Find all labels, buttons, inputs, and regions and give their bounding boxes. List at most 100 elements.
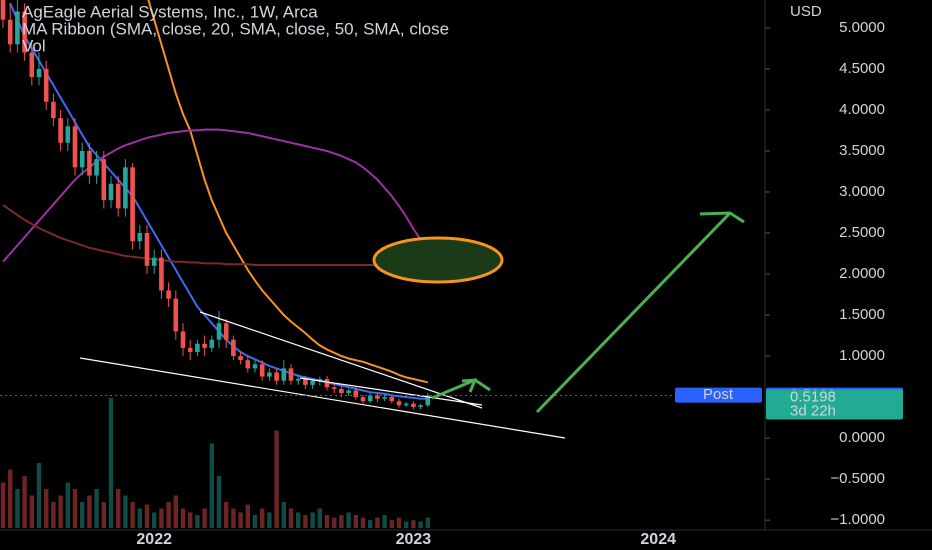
candle-body [295,379,301,381]
candle-body [137,233,143,242]
legend-title: AgEagle Aerial Systems, Inc., 1W, Arca [22,2,318,21]
candle-body [65,126,71,143]
y-tick-label: −1.0000 [830,511,885,528]
volume-bar [116,489,121,528]
volume-bar [108,398,114,528]
candle-body [418,405,423,407]
candle-body [281,368,287,381]
candle-body [425,395,431,406]
candle-body [7,19,13,45]
volume-bar [87,495,92,528]
volume-bar [303,515,308,528]
candle-body [375,395,380,399]
x-tick-label: 2024 [640,531,676,548]
volume-bar [188,512,193,528]
candle-body [288,368,294,381]
candle-body [216,323,222,340]
arrow-large [535,211,732,414]
volume-bar [281,502,286,528]
last-price-tag [766,389,903,420]
y-tick-label: 4.5000 [839,60,885,77]
candle-body [360,397,366,402]
volume-bar [130,502,135,528]
candle-body [209,339,215,348]
post-tag-label: Post [703,386,734,403]
candle-body [166,290,171,299]
volume-bar [346,512,351,528]
arrow-head [461,378,478,393]
candle-body [108,183,114,201]
candle-body [346,390,351,393]
volume-bar [29,495,34,528]
volume-bar [0,482,6,528]
volume-bar [368,520,373,528]
candle-body [267,372,272,377]
currency-label: USD [790,3,822,20]
volume-bar [144,504,150,528]
candle-body [245,360,251,369]
volume-bar [44,489,49,528]
post-tag [675,387,762,403]
candle-body [51,101,56,119]
plot-area [0,0,431,528]
candle-body [223,323,229,340]
candle-body [58,118,63,143]
volume-bar [317,508,322,528]
volume-bar [245,504,250,528]
volume-bar [382,515,387,528]
candle-body [303,379,308,385]
arrow-head [699,211,745,224]
volume-bar [72,489,78,528]
candle-body [22,11,27,53]
volume-bar [260,508,265,528]
y-tick-label: 4.0000 [839,101,885,118]
y-tick-label: 3.0000 [839,183,885,200]
volume-bar [15,489,20,528]
volume-bar [360,517,366,528]
volume-bar [389,520,394,528]
candle-body [123,167,128,209]
candle-body [115,183,121,209]
candle-body [36,68,42,78]
volume-bar [425,517,430,528]
candle-body [274,372,279,381]
volume-bar [80,502,85,528]
trendline [79,357,566,439]
ma-line [2,128,429,263]
candle-body [43,68,49,102]
volume-bar [202,508,207,528]
x-tick-label: 2022 [136,531,172,548]
ma-line [147,0,429,384]
volume-bar [332,517,337,528]
candle-body [382,397,387,399]
candle-body [0,0,6,20]
candle-body [202,343,207,348]
candle-body [324,379,330,388]
candle-body [411,403,416,407]
volume-bar [404,521,409,528]
candle-body [252,364,258,369]
volume-bar [137,508,142,528]
candle-body [180,331,186,348]
volume-bar [418,521,423,528]
candle-body [367,395,373,402]
candle-body [15,11,20,45]
candle-body [238,356,243,361]
countdown-label: 3d 22h [790,402,836,419]
volume-bar [8,469,13,528]
volume-bar [159,508,164,528]
candle-body [389,397,395,402]
candle-body [259,364,265,377]
highlight-ellipse [372,236,504,284]
volume-bar [375,517,380,528]
volume-bar [288,508,294,528]
candle-body [173,298,179,332]
candle-body [317,379,323,381]
candle-body [159,257,164,291]
volume-bar [396,517,402,528]
y-tick-label: 1.0000 [839,347,885,364]
volume-bar [94,489,99,528]
volume-bar [180,508,186,528]
candle-body [353,390,359,398]
